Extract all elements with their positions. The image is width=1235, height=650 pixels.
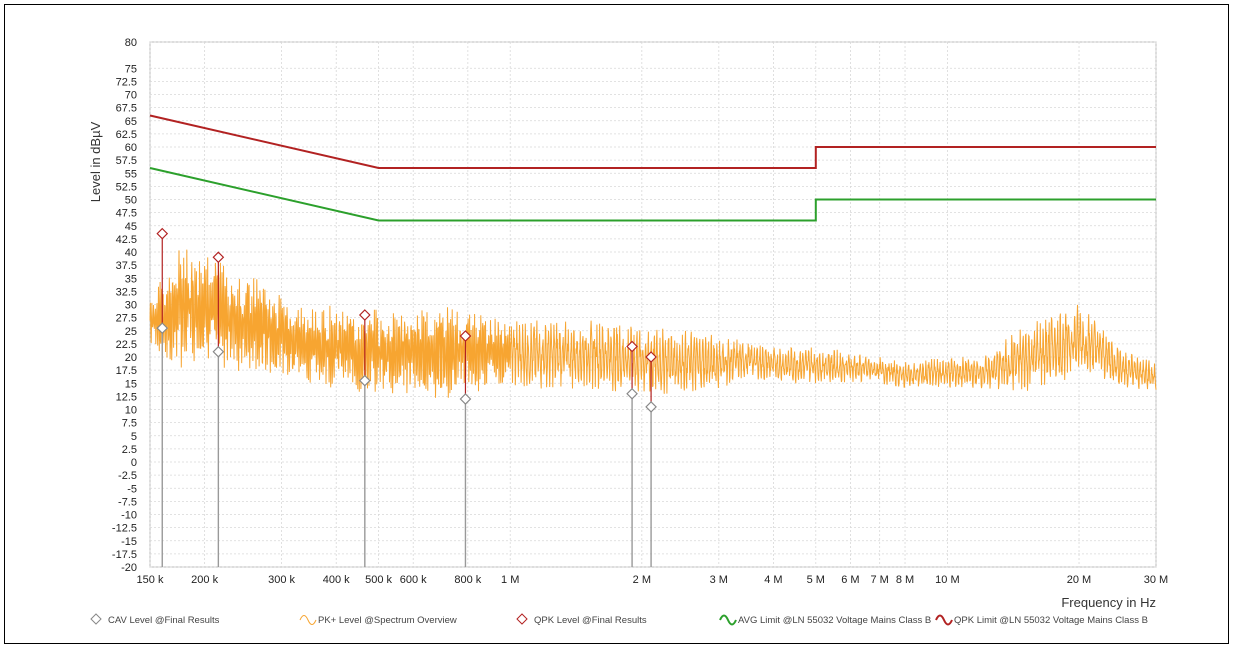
pk-level-trace (149, 249, 1157, 398)
y-tick-label: 55 (125, 168, 137, 180)
y-tick-label: 80 (125, 37, 137, 49)
legend-label: QPK Limit @LN 55032 Voltage Mains Class … (954, 615, 1148, 626)
y-tick-label: 30 (125, 300, 137, 312)
x-tick-label: 4 M (764, 574, 782, 586)
y-axis-title: Level in dBµV (88, 121, 103, 202)
legend-label: CAV Level @Final Results (108, 615, 220, 626)
x-tick-label: 5 M (807, 574, 825, 586)
x-tick-label: 3 M (710, 574, 728, 586)
x-tick-label: 1 M (501, 574, 519, 586)
cav-marker (626, 387, 638, 400)
y-tick-label: -17.5 (112, 549, 137, 561)
y-tick-label: 37.5 (116, 260, 137, 272)
qpk-marker (626, 340, 638, 353)
y-tick-label: -15 (121, 536, 137, 548)
y-tick-label: 47.5 (116, 208, 137, 220)
x-tick-label: 200 k (191, 574, 218, 586)
x-tick-label: 6 M (841, 574, 859, 586)
x-tick-label: 600 k (400, 574, 427, 586)
legend: CAV Level @Final Results PK+ Level @Spect… (90, 613, 1148, 626)
x-tick-label: 2 M (633, 574, 651, 586)
markers-layer (156, 227, 657, 567)
x-axis-ticks: 150 k 200 k 300 k 400 k 500 k 600 k 800 k 1 M 2 … (137, 574, 1169, 586)
y-tick-label: -20 (121, 562, 137, 574)
grid (149, 41, 1157, 568)
y-tick-label: 65 (125, 116, 137, 128)
x-tick-label: 300 k (268, 574, 295, 586)
x-tick-label: 10 M (935, 574, 959, 586)
y-tick-label: 25 (125, 326, 137, 338)
y-tick-label: 57.5 (116, 155, 137, 167)
y-tick-label: 20 (125, 352, 137, 364)
cav-marker (459, 393, 472, 405)
y-tick-label: 70 (125, 90, 137, 102)
y-tick-label: 12.5 (116, 391, 137, 403)
y-tick-label: -10 (121, 510, 137, 522)
x-tick-label: 800 k (454, 574, 481, 586)
y-tick-label: 75 (125, 63, 137, 75)
series-layer (149, 114, 1157, 398)
legend-line-icon (719, 614, 737, 626)
x-axis-title: Frequency in Hz (1061, 595, 1156, 610)
qpk-limit-line (149, 114, 1156, 169)
y-tick-label: 40 (125, 247, 137, 259)
qpk-marker (156, 227, 169, 240)
y-tick-label: 5 (131, 431, 137, 443)
cav-marker (212, 345, 225, 358)
x-tick-label: 150 k (137, 574, 164, 586)
y-tick-label: 62.5 (116, 129, 137, 141)
y-tick-label: 60 (125, 142, 137, 154)
y-tick-label: 32.5 (116, 286, 137, 298)
legend-line-icon (299, 615, 317, 625)
y-tick-label: 42.5 (116, 234, 137, 246)
x-tick-label: 400 k (323, 574, 350, 586)
x-tick-label: 8 M (896, 574, 914, 586)
x-tick-label: 7 M (871, 574, 889, 586)
y-tick-label: 15 (125, 378, 137, 390)
x-tick-label: 500 k (365, 574, 392, 586)
y-tick-label: 27.5 (116, 313, 137, 325)
y-tick-label: -12.5 (112, 523, 137, 535)
qpk-marker (645, 351, 657, 363)
qpk-marker (358, 309, 371, 321)
y-tick-label: 50 (125, 195, 137, 207)
legend-label: QPK Level @Final Results (534, 615, 647, 626)
cav-marker (358, 374, 371, 387)
y-tick-label: 35 (125, 273, 137, 285)
y-tick-label: 10 (125, 405, 137, 417)
qpk-marker (212, 251, 225, 264)
y-tick-label: 17.5 (116, 365, 137, 377)
legend-line-icon (935, 614, 953, 626)
y-tick-label: 22.5 (116, 339, 137, 351)
legend-label: AVG Limit @LN 55032 Voltage Mains Class … (738, 615, 931, 626)
y-tick-label: 45 (125, 221, 137, 233)
y-tick-label: 2.5 (122, 444, 137, 456)
y-tick-label: -2.5 (118, 470, 137, 482)
y-tick-label: 7.5 (122, 418, 137, 430)
legend-label: PK+ Level @Spectrum Overview (318, 615, 457, 626)
legend-diamond-icon (516, 613, 528, 625)
cav-marker (156, 322, 169, 334)
y-tick-label: 52.5 (116, 181, 137, 193)
y-tick-label: 67.5 (116, 103, 137, 115)
y-tick-label: -7.5 (118, 496, 137, 508)
qpk-marker (459, 330, 472, 342)
cav-marker (645, 401, 657, 413)
y-tick-label: 0 (131, 457, 137, 469)
x-tick-label: 20 M (1067, 574, 1091, 586)
x-tick-label: 30 M (1144, 574, 1168, 586)
legend-diamond-icon (90, 613, 102, 625)
avg-limit-line (149, 167, 1156, 222)
y-tick-label: 72.5 (116, 76, 137, 88)
plot-area-border (149, 41, 1157, 568)
y-axis-ticks: -20-17.5-15-12.5-10-7.5-5-2.502.557.5101… (112, 37, 137, 574)
y-tick-label: -5 (127, 483, 137, 495)
